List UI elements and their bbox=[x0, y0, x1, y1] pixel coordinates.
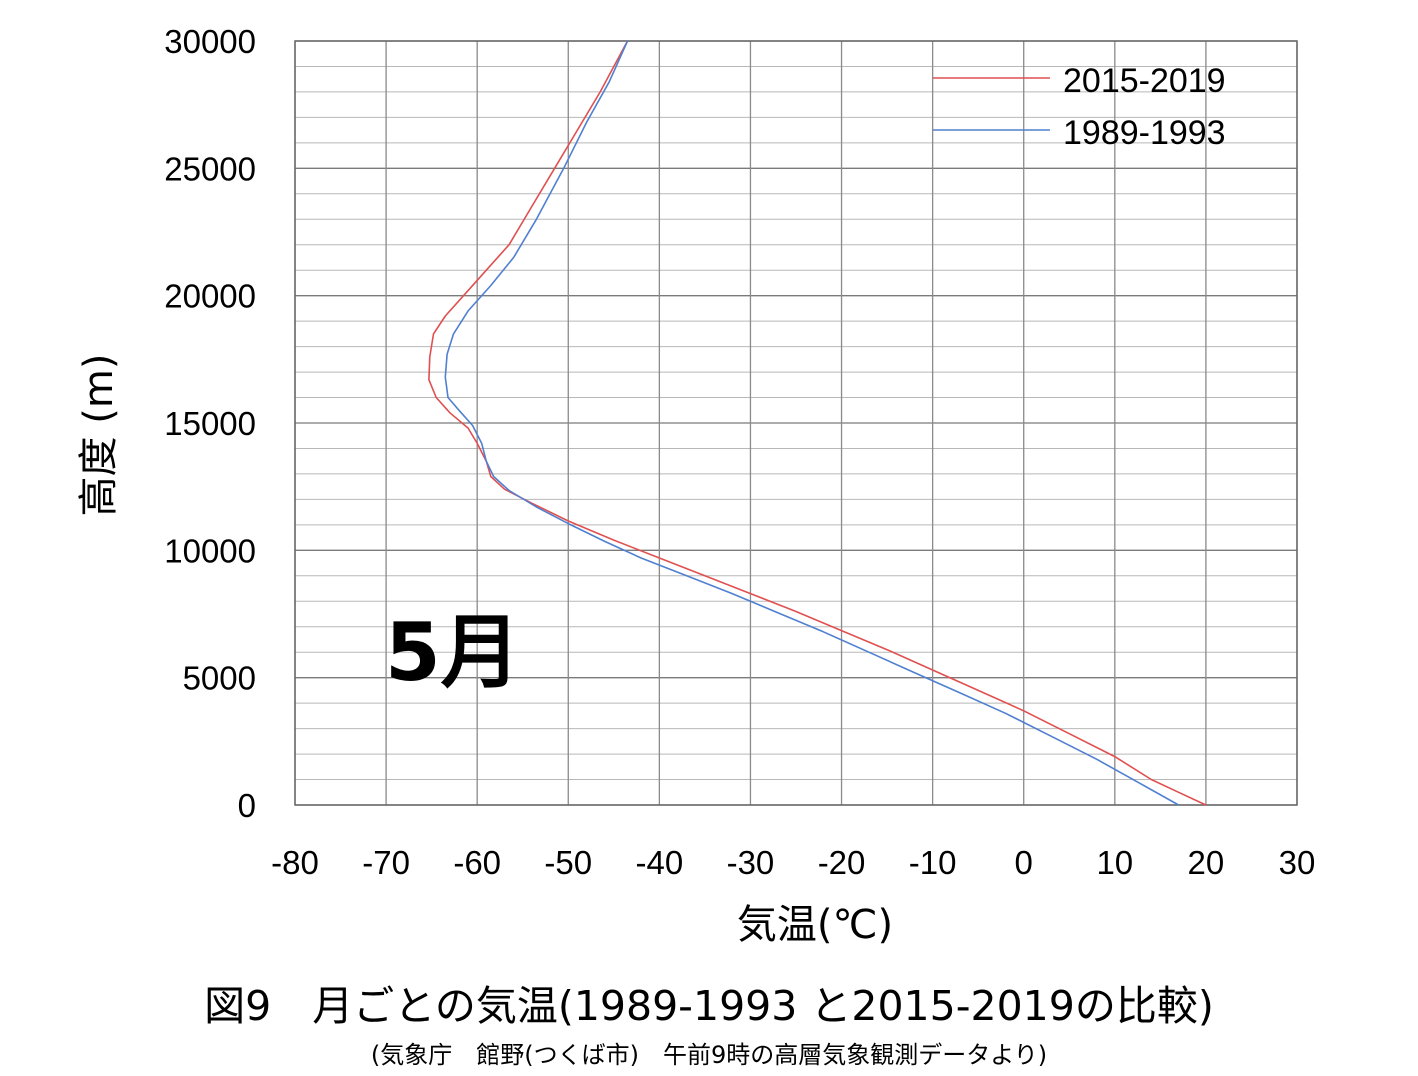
legend: 2015-2019 1989-1993 bbox=[933, 62, 1226, 152]
y-tick-label: 15000 bbox=[164, 405, 256, 442]
series-line-1989-1993 bbox=[444, 40, 1179, 806]
plot-frame bbox=[294, 40, 1298, 806]
legend-label-2015-2019: 2015-2019 bbox=[1063, 62, 1226, 100]
x-axis-title: 気温(℃) bbox=[737, 902, 893, 948]
x-tick-label: 30 bbox=[1279, 844, 1316, 881]
x-tick-label: -70 bbox=[362, 844, 410, 881]
y-tick-label: 20000 bbox=[164, 278, 256, 315]
y-tick-label: 5000 bbox=[183, 660, 256, 697]
legend-label-1989-1993: 1989-1993 bbox=[1063, 114, 1226, 152]
minor-grid bbox=[295, 65, 1297, 781]
y-tick-label: 10000 bbox=[164, 532, 256, 569]
x-tick-label: 0 bbox=[1015, 844, 1033, 881]
x-tick-label: -60 bbox=[453, 844, 501, 881]
x-tick-label: -30 bbox=[727, 844, 775, 881]
figure-caption-title: 図9 月ごとの気温(1989-1993 と2015-2019の比較) bbox=[204, 982, 1214, 1030]
x-tick-label: -10 bbox=[909, 844, 957, 881]
x-tick-label: -40 bbox=[636, 844, 684, 881]
temperature-altitude-chart: -80 -70 -60 -50 -40 -30 -20 -10 0 10 20 30 0 5000 100… bbox=[76, 23, 1315, 948]
y-axis-tick-labels: 0 5000 10000 15000 20000 25000 30000 bbox=[164, 23, 256, 824]
y-tick-label: 0 bbox=[238, 787, 256, 824]
x-tick-label: -80 bbox=[271, 844, 319, 881]
x-tick-label: -20 bbox=[818, 844, 866, 881]
y-tick-label: 30000 bbox=[164, 23, 256, 60]
x-tick-label: 10 bbox=[1096, 844, 1133, 881]
y-tick-label: 25000 bbox=[164, 150, 256, 187]
series-lines bbox=[428, 40, 1207, 806]
x-tick-label: 20 bbox=[1188, 844, 1225, 881]
x-axis-tick-labels: -80 -70 -60 -50 -40 -30 -20 -10 0 10 20 30 bbox=[271, 844, 1315, 881]
series-line-2015-2019 bbox=[428, 40, 1207, 806]
x-tick-label: -50 bbox=[544, 844, 592, 881]
figure-caption-source: (気象庁 館野(つくば市) 午前9時の高層気象観測データより) bbox=[370, 1041, 1048, 1069]
y-axis-title: 高度 (m) bbox=[76, 354, 122, 517]
panel-month-label: 5月 bbox=[385, 606, 521, 699]
